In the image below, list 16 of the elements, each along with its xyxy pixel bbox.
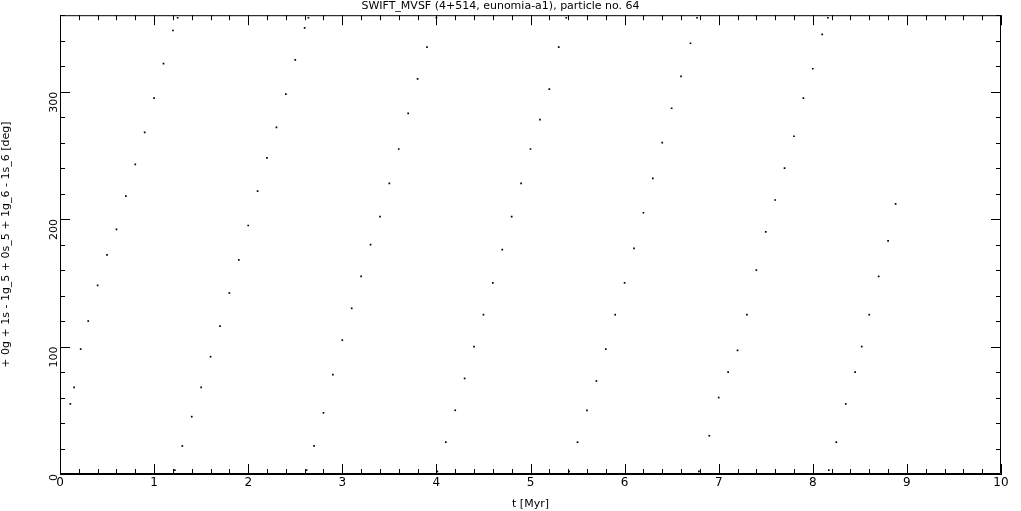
x-axis-title: t [Myr] [512, 497, 549, 511]
y-tick-label: 100 [46, 346, 60, 368]
x-tick-label: 5 [526, 475, 535, 490]
y-tick-label: 300 [46, 91, 60, 113]
x-tick-label: 3 [338, 475, 347, 490]
x-tick-label: 8 [808, 475, 817, 490]
x-tick-label: 2 [244, 475, 253, 490]
x-tick-label: 10 [993, 475, 1009, 490]
x-tick-label: 9 [903, 475, 911, 490]
chart-title: SWIFT_MVSF (4+514, eunomia-a1), particle no. 64 [361, 0, 640, 13]
x-tick-label: 7 [714, 475, 723, 490]
x-tick-label: 4 [432, 475, 441, 490]
x-tick-label: 1 [150, 475, 158, 490]
y-axis-title: + 0g + 1s - 1g_5 + 0s_5 + 1g_6 - 1s_6 [deg] [0, 121, 13, 368]
y-tick-label: 200 [46, 219, 60, 241]
x-tick-label: 6 [620, 475, 629, 490]
